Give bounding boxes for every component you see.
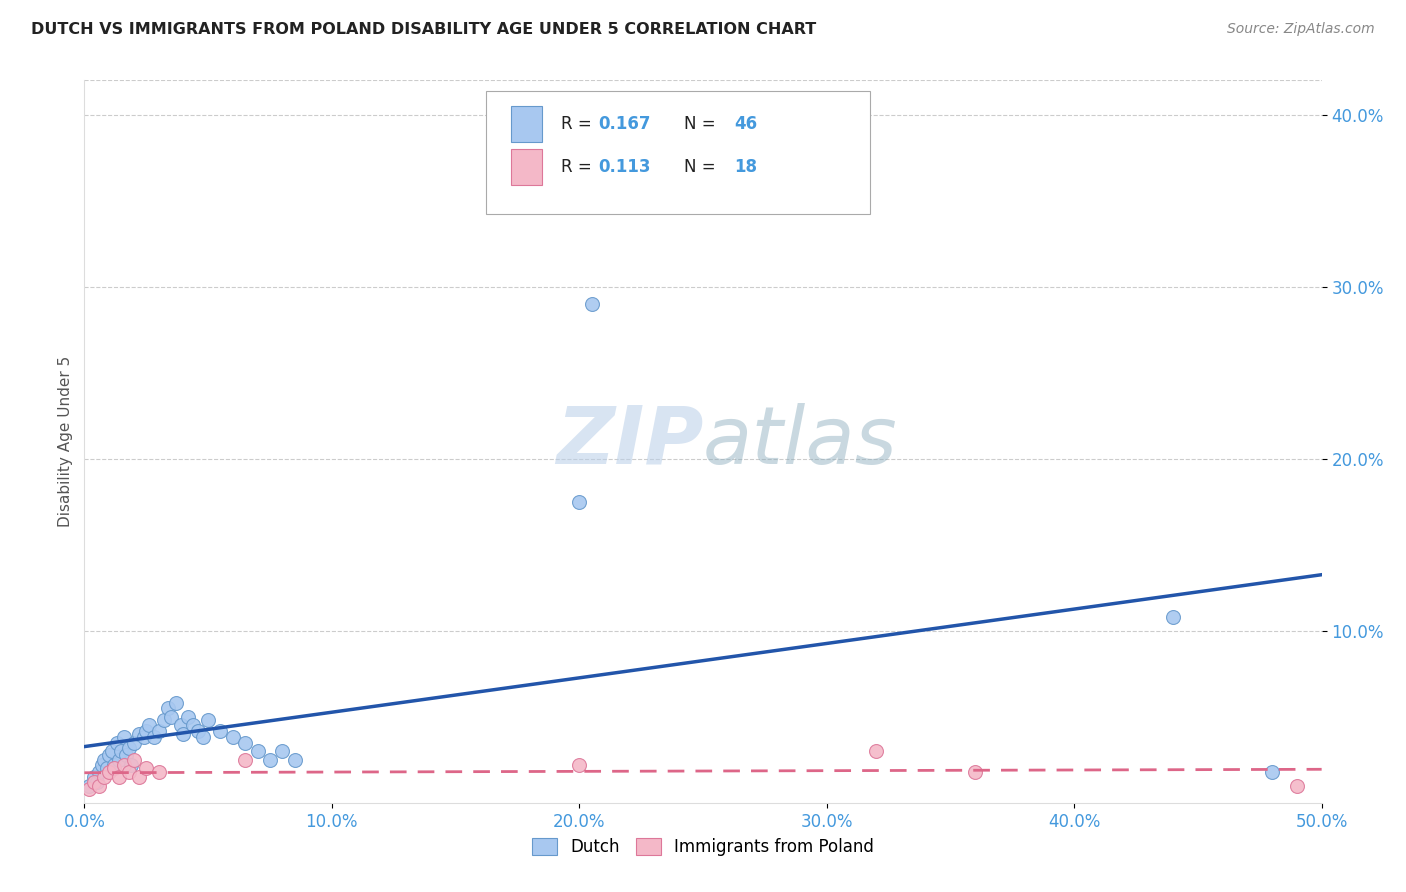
Point: [138, 718, 160, 732]
Point: [89, 764, 111, 779]
Text: ZIP: ZIP: [555, 402, 703, 481]
Text: 46: 46: [734, 115, 756, 133]
Text: Source: ZipAtlas.com: Source: ZipAtlas.com: [1227, 22, 1375, 37]
Point: [197, 713, 219, 727]
Point: [93, 753, 115, 767]
Point: [233, 735, 256, 749]
Point: [79, 782, 101, 797]
Point: [122, 753, 145, 767]
Point: [108, 770, 131, 784]
Point: [170, 718, 193, 732]
Point: [79, 779, 101, 793]
Point: [108, 753, 131, 767]
Point: [152, 713, 174, 727]
Text: 18: 18: [734, 158, 756, 176]
Point: [83, 775, 105, 789]
Point: [89, 779, 111, 793]
Point: [103, 761, 125, 775]
Point: [259, 753, 281, 767]
Point: [246, 744, 269, 758]
Point: [135, 723, 157, 738]
FancyBboxPatch shape: [486, 91, 870, 214]
Point: [128, 770, 150, 784]
Bar: [512, 105, 543, 142]
Point: [581, 297, 603, 311]
Point: [100, 744, 122, 758]
Point: [209, 723, 232, 738]
Point: [103, 758, 125, 772]
Point: [177, 710, 200, 724]
Point: [187, 723, 209, 738]
Point: [172, 727, 194, 741]
Y-axis label: Disability Age Under 5: Disability Age Under 5: [58, 356, 73, 527]
Text: N =: N =: [685, 115, 721, 133]
Point: [98, 764, 121, 779]
Point: [271, 744, 294, 758]
Point: [142, 731, 165, 745]
Text: DUTCH VS IMMIGRANTS FROM POLAND DISABILITY AGE UNDER 5 CORRELATION CHART: DUTCH VS IMMIGRANTS FROM POLAND DISABILI…: [31, 22, 815, 37]
Point: [96, 761, 118, 775]
Point: [160, 710, 183, 724]
Point: [132, 731, 155, 745]
Text: N =: N =: [685, 158, 721, 176]
Text: R =: R =: [561, 158, 596, 176]
Point: [865, 744, 887, 758]
Point: [83, 770, 105, 784]
Point: [191, 731, 214, 745]
Point: [568, 758, 591, 772]
Point: [122, 735, 145, 749]
Point: [135, 761, 157, 775]
Point: [1161, 610, 1184, 624]
Point: [118, 764, 141, 779]
Point: [157, 701, 180, 715]
Point: [115, 747, 138, 762]
Text: 0.167: 0.167: [598, 115, 651, 133]
Point: [284, 753, 307, 767]
Point: [98, 747, 121, 762]
Point: [148, 723, 170, 738]
Point: [112, 758, 135, 772]
Legend: Dutch, Immigrants from Poland: Dutch, Immigrants from Poland: [524, 831, 882, 863]
Point: [120, 758, 142, 772]
Point: [222, 731, 245, 745]
Bar: [512, 149, 543, 185]
Point: [118, 740, 141, 755]
Point: [181, 718, 204, 732]
Point: [105, 735, 128, 749]
Point: [233, 753, 256, 767]
Point: [165, 696, 187, 710]
Point: [93, 770, 115, 784]
Text: 0.113: 0.113: [598, 158, 651, 176]
Point: [1261, 764, 1284, 779]
Text: R =: R =: [561, 115, 596, 133]
Point: [86, 775, 108, 789]
Point: [128, 727, 150, 741]
Point: [110, 744, 132, 758]
Point: [90, 758, 112, 772]
Point: [965, 764, 987, 779]
Point: [148, 764, 170, 779]
Point: [568, 494, 591, 508]
Point: [112, 731, 135, 745]
Point: [1285, 779, 1308, 793]
Text: atlas: atlas: [703, 402, 898, 481]
